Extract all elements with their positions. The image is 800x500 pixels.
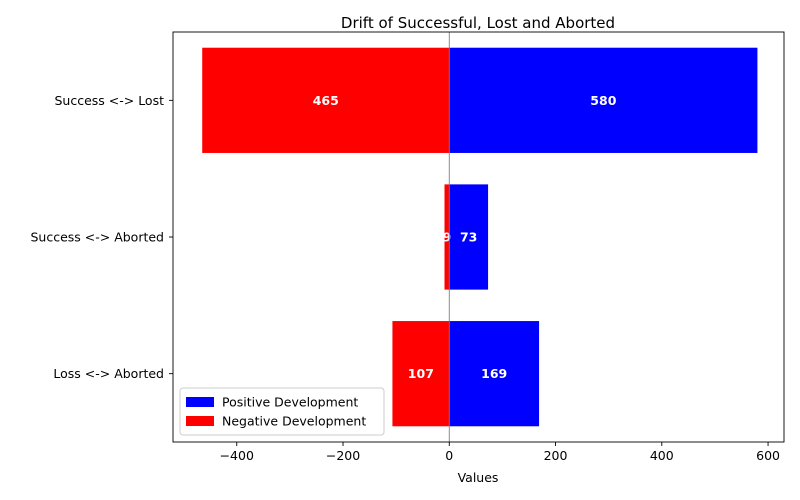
- bar-value-label: 73: [460, 230, 477, 245]
- legend-box: [179, 387, 385, 436]
- x-axis-label: Values: [458, 470, 499, 485]
- x-tick-label: 200: [544, 448, 568, 463]
- bar-negative-development-success-aborted: [444, 184, 450, 290]
- bar-value-label: 107: [408, 366, 434, 381]
- x-tick-label: 0: [445, 448, 453, 463]
- y-tick-label: Success <-> Aborted: [30, 230, 164, 245]
- bar-negative-development-loss-aborted: [392, 321, 450, 427]
- bar-value-label: 580: [590, 93, 616, 108]
- legend-swatch-positive-development: [186, 397, 214, 407]
- legend-swatch-negative-development: [186, 416, 214, 426]
- bar-positive-development-success-lost: [449, 47, 758, 153]
- x-axis: −400 −200 0 200 400 600: [220, 442, 780, 463]
- bar-value-label: 9: [443, 230, 452, 245]
- legend: Positive Development Negative Development: [179, 387, 385, 436]
- chart-title: Drift of Successful, Lost and Aborted: [341, 14, 615, 32]
- bars-layer: 580 73 169 465 9 107: [202, 47, 758, 427]
- y-tick-label: Success <-> Lost: [54, 93, 164, 108]
- x-tick-label: −200: [326, 448, 360, 463]
- x-tick-label: 400: [650, 448, 674, 463]
- legend-label: Positive Development: [222, 395, 358, 410]
- bar-negative-development-success-lost: [202, 47, 450, 153]
- bar-value-label: 169: [481, 366, 507, 381]
- y-axis: Success <-> Lost Success <-> Aborted Loss …: [30, 93, 173, 381]
- bar-positive-development-success-aborted: [449, 184, 489, 290]
- x-tick-label: 600: [756, 448, 780, 463]
- bar-value-label: 465: [313, 93, 339, 108]
- x-tick-label: −400: [220, 448, 254, 463]
- y-tick-label: Loss <-> Aborted: [53, 366, 164, 381]
- legend-label: Negative Development: [222, 414, 366, 429]
- bar-positive-development-loss-aborted: [449, 321, 540, 427]
